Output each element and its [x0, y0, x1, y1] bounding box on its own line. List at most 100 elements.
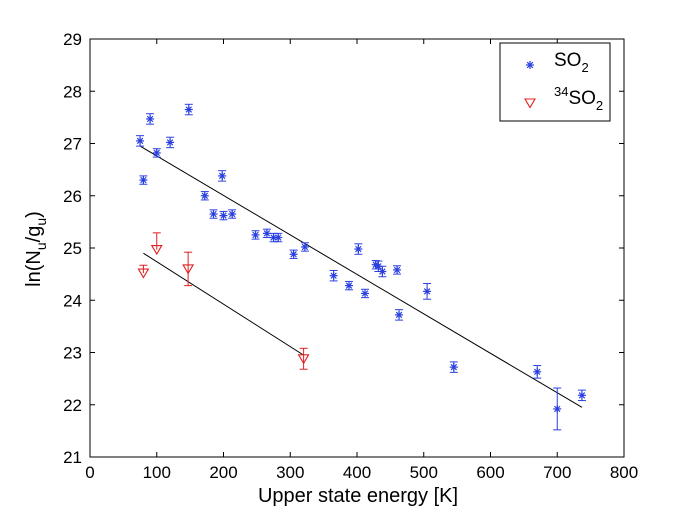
marker-stroke: [345, 282, 353, 289]
marker-stroke: [578, 392, 586, 399]
y-tick-label: 23: [63, 344, 82, 363]
marker-stroke: [270, 234, 277, 241]
data-point: [269, 233, 278, 242]
marker-stroke: [361, 290, 369, 297]
legend-label-main: SO: [554, 50, 581, 71]
marker-stroke: [379, 268, 386, 275]
y-tick-label: 25: [63, 239, 82, 258]
marker-stroke: [275, 234, 282, 241]
marker-stroke: [228, 210, 236, 218]
legend-marker: [526, 61, 534, 69]
marker-stroke: [534, 368, 541, 376]
series-so2: [136, 103, 586, 431]
series-34so2: [137, 232, 310, 370]
x-tick-label: 200: [209, 463, 237, 482]
fit-line: [143, 252, 304, 356]
data-point: [361, 289, 370, 298]
data-point: [449, 363, 458, 372]
legend-label: SO2: [554, 50, 589, 75]
data-point: [228, 210, 237, 219]
marker-stroke: [185, 106, 193, 113]
y-axis-label-close: ): [23, 211, 45, 218]
y-axis-label-mid: /g: [23, 226, 45, 243]
legend-label-main: SO: [568, 88, 595, 109]
marker-stroke: [372, 261, 379, 268]
x-tick-label: 300: [276, 463, 304, 482]
marker-stroke: [423, 288, 431, 295]
data-point: [378, 267, 387, 276]
marker-stroke: [140, 176, 147, 184]
data-point: [136, 136, 145, 145]
data-point: [152, 148, 161, 157]
data-point: [139, 176, 148, 185]
data-point: [209, 210, 218, 219]
y-axis-label-sub2: u: [33, 218, 49, 226]
legend-box: [499, 42, 611, 122]
marker-stroke: [201, 192, 209, 199]
marker-stroke: [554, 405, 561, 413]
marker-stroke: [263, 230, 271, 237]
data-point: [182, 264, 195, 275]
marker-stroke: [330, 272, 337, 279]
marker-stroke: [375, 263, 382, 270]
marker-stroke: [210, 210, 217, 218]
data-point: [423, 287, 432, 296]
data-point: [300, 242, 309, 251]
marker-stroke: [301, 243, 309, 251]
legend-marker: [524, 98, 536, 109]
data-point: [137, 268, 150, 279]
x-tick-label: 500: [410, 463, 438, 482]
marker-stroke: [136, 137, 144, 145]
marker-stroke: [450, 363, 458, 371]
y-tick-label: 28: [63, 82, 82, 101]
y-tick-label: 22: [63, 396, 82, 415]
data-point: [262, 229, 271, 238]
y-tick-label: 29: [63, 30, 82, 49]
y-axis-label-sub1: u: [33, 242, 49, 250]
data-point: [577, 391, 586, 400]
marker-stroke: [355, 245, 362, 253]
data-point: [533, 367, 542, 376]
marker-stroke: [146, 115, 154, 123]
data-point: [393, 265, 402, 274]
marker-stroke: [290, 251, 297, 258]
x-tick-label: 100: [143, 463, 171, 482]
marker-stroke: [153, 149, 160, 157]
x-tick-label: 800: [610, 463, 638, 482]
marker-stroke: [526, 61, 534, 69]
data-point: [553, 404, 562, 413]
x-tick-label: 400: [343, 463, 371, 482]
data-point: [218, 171, 227, 180]
data-point: [395, 310, 404, 319]
data-point: [274, 233, 283, 242]
legend-label-sub: 2: [596, 98, 603, 113]
legend-label: 34SO2: [554, 84, 603, 113]
data-point: [329, 271, 338, 280]
data-point: [251, 230, 260, 239]
legend-label-sup: 34: [554, 84, 568, 99]
x-tick-label: 0: [85, 463, 94, 482]
data-point: [289, 250, 298, 259]
data-point: [166, 138, 175, 147]
marker-stroke: [393, 266, 401, 274]
y-tick-label: 27: [63, 135, 82, 154]
y-axis-label-main: ln(N: [23, 250, 45, 287]
fit-line: [139, 145, 583, 408]
data-point: [219, 211, 228, 220]
data-point: [344, 281, 353, 290]
y-tick-label: 24: [63, 291, 82, 310]
y-tick-label: 26: [63, 187, 82, 206]
data-point: [150, 245, 163, 256]
axes: 0 100 200 300 400 500 600 700 800212223242526272…: [63, 30, 638, 482]
data-point: [146, 114, 155, 123]
y-axis-label: ln(Nu/gu): [23, 211, 49, 287]
x-axis-label: Upper state energy [K]: [258, 485, 458, 507]
data-point: [184, 105, 193, 114]
x-tick-label: 600: [476, 463, 504, 482]
marker-stroke: [218, 172, 226, 180]
plot-area: [136, 103, 586, 431]
data-point: [200, 191, 209, 200]
x-tick-label: 700: [543, 463, 571, 482]
legend-label-sub: 2: [581, 60, 588, 75]
